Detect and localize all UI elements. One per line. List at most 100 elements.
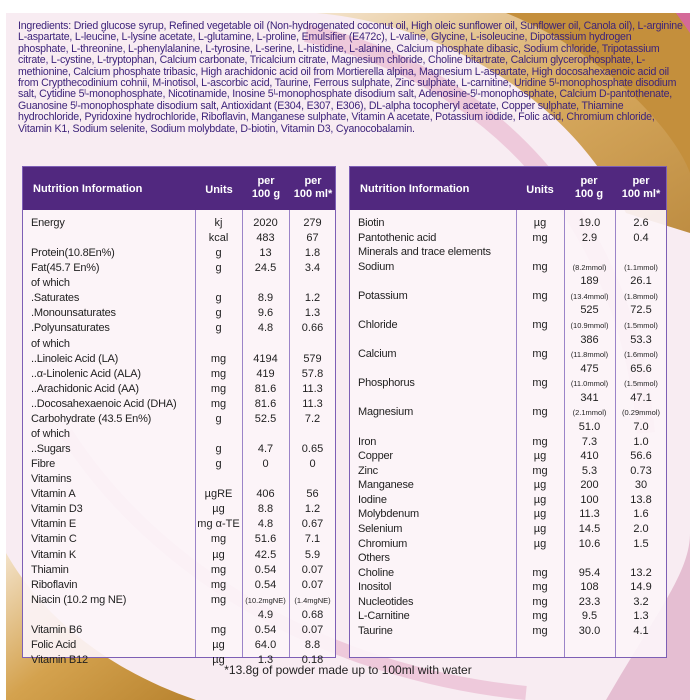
nutrient-name: Zinc — [358, 464, 378, 477]
header-name: Nutrition Information — [33, 183, 143, 195]
table-row: Fibre g 0 0 — [23, 458, 335, 473]
per-100ml-value: 56.6 — [630, 450, 652, 463]
per-100g-value: 9.6 — [257, 307, 274, 320]
per-100g-value: 200 — [580, 479, 599, 492]
per-100g-value: 7.3 — [581, 435, 598, 448]
unit: mg α-TE — [197, 518, 240, 531]
nutrient-name: Vitamin B12 — [31, 654, 88, 667]
per-100ml-value: 65.6 — [630, 362, 652, 375]
table-row: of which — [23, 428, 335, 443]
table-row: Iodine µg 100 13.8 — [350, 494, 666, 509]
per-100ml-value: 7.2 — [304, 412, 321, 425]
per-100g-value: (8.2mmol) — [572, 262, 607, 272]
per-100ml-value: 7.0 — [633, 420, 649, 433]
unit: g — [215, 412, 222, 425]
header-per: per — [580, 175, 598, 187]
table-row: Riboflavin mg 0.54 0.07 — [23, 579, 335, 594]
per-100ml-value: 0.66 — [301, 322, 324, 335]
per-100g-value: 81.6 — [254, 397, 277, 410]
per-100g-value: 341 — [580, 391, 599, 404]
table-row: ..Linoleic Acid (LA) mg 4194 579 — [23, 353, 335, 368]
unit: g — [215, 247, 222, 260]
unit: mg — [532, 595, 548, 608]
per-100g-value: 19.0 — [578, 217, 601, 229]
per-100g-value: (11.8mmol) — [570, 350, 609, 360]
table-row: of which — [23, 338, 335, 353]
per-100g-value: 30.0 — [578, 624, 601, 637]
per-100g-value: 81.6 — [254, 382, 277, 395]
nutrition-table-left: Nutrition Information Units per 100 g per… — [22, 166, 336, 666]
unit: kcal — [208, 232, 229, 245]
unit: µg — [533, 493, 547, 506]
table-header: Nutrition Information Units per 100 g per… — [23, 167, 335, 210]
table-row: Selenium µg 14.5 2.0 — [350, 523, 666, 538]
table-row: Vitamin K µg 42.5 5.9 — [23, 549, 335, 564]
table-row: Vitamin E mg α-TE 4.8 0.67 — [23, 518, 335, 533]
footnote: *13.8g of powder made up to 100ml with w… — [224, 663, 472, 677]
table-row: Carbohydrate (43.5 En%) g 52.5 7.2 — [23, 413, 335, 428]
per-100g-value: 4.7 — [257, 443, 274, 456]
nutrient-name: .Saturates — [31, 292, 80, 305]
nutrient-name: L-Carnitine — [358, 610, 410, 623]
header-100g: 100 g — [574, 188, 604, 200]
per-100g-value: 51.6 — [254, 533, 277, 546]
per-100g-value: 8.9 — [257, 292, 274, 305]
per-100ml-value: 13.8 — [630, 493, 652, 506]
table-row: 189 26.1 — [350, 275, 666, 290]
nutrient-name: Others — [358, 552, 390, 565]
per-100g-value: 95.4 — [578, 566, 601, 579]
table-row: Vitamin C mg 51.6 7.1 — [23, 533, 335, 548]
table-row: Sodium mg (8.2mmol) (1.1mmol) — [350, 261, 666, 276]
unit: mg — [532, 231, 548, 244]
per-100g-value: (11.0mmol) — [570, 379, 609, 389]
per-100ml-value: 11.3 — [302, 397, 323, 410]
unit: kj — [214, 217, 223, 229]
nutrient-name: ..Docosahexaenoic Acid (DHA) — [31, 397, 177, 410]
product-label: Ingredients: Dried glucose syrup, Refine… — [6, 13, 690, 700]
table-row: 386 53.3 — [350, 334, 666, 349]
nutrient-name: Chromium — [358, 537, 408, 550]
nutrient-name: Molybdenum — [358, 508, 419, 521]
per-100g-value: 51.0 — [578, 420, 601, 433]
nutrient-name: Potassium — [358, 289, 408, 302]
per-100g-value: 4.9 — [257, 608, 274, 621]
header-per-100ml: per 100 ml* — [289, 175, 337, 201]
table-row: Copper µg 410 56.6 — [350, 450, 666, 465]
nutrient-name: Protein(10.8En%) — [31, 247, 115, 260]
nutrient-name: ..Sugars — [31, 443, 71, 456]
unit: mg — [210, 623, 227, 636]
table-row: Others — [350, 552, 666, 567]
nutrient-name: Iodine — [358, 493, 387, 506]
nutrient-name: Manganese — [358, 479, 414, 492]
nutrient-name: Vitamin C — [31, 533, 77, 546]
table-row: Folic Acid µg 64.0 8.8 — [23, 639, 335, 654]
header-name: Nutrition Information — [360, 183, 470, 195]
header-per: per — [257, 175, 275, 187]
table-row: ..Arachidonic Acid (AA) mg 81.6 11.3 — [23, 383, 335, 398]
per-100g-value: 100 — [580, 493, 599, 506]
per-100ml-value: 1.3 — [633, 610, 649, 623]
per-100g-value: 0.54 — [254, 578, 277, 591]
unit: mg — [532, 581, 548, 594]
nutrient-name: Pantothenic acid — [358, 231, 437, 244]
unit: mg — [532, 464, 548, 477]
per-100ml-value: 67 — [306, 232, 319, 245]
header-per: per — [304, 175, 322, 187]
per-100g-value: 9.5 — [581, 610, 598, 623]
per-100g-value: 52.5 — [254, 412, 277, 425]
unit: mg — [210, 382, 227, 395]
nutrient-name: Biotin — [358, 217, 385, 229]
unit: g — [215, 322, 222, 335]
unit: µg — [533, 522, 547, 535]
per-100ml-value: 26.1 — [630, 275, 652, 288]
nutrient-name: Carbohydrate (43.5 En%) — [31, 412, 152, 425]
unit: g — [215, 292, 222, 305]
unit: mg — [532, 624, 548, 637]
header-per-100g: per 100 g — [242, 175, 290, 201]
table-row: L-Carnitine mg 9.5 1.3 — [350, 610, 666, 625]
table-row: Vitamin B12 µg 1.3 0.18 — [23, 654, 335, 669]
table-row: ..α-Linolenic Acid (ALA) mg 419 57.8 — [23, 368, 335, 383]
per-100ml-value: 1.8 — [304, 247, 321, 260]
table-row: 525 72.5 — [350, 304, 666, 319]
nutrient-name: .Polyunsaturates — [31, 322, 110, 335]
